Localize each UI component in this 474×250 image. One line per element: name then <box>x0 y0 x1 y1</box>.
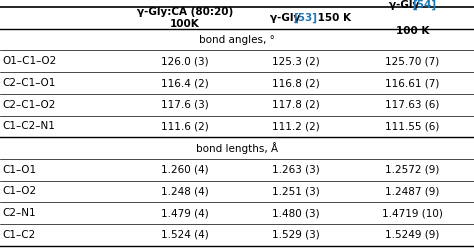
Text: 100 K: 100 K <box>396 26 429 36</box>
Text: 150 K: 150 K <box>314 13 351 23</box>
Text: C2–C1–O2: C2–C1–O2 <box>2 100 56 110</box>
Text: bond lengths, Å: bond lengths, Å <box>196 142 278 154</box>
Text: 1.260 (4): 1.260 (4) <box>161 165 209 175</box>
Text: 1.251 (3): 1.251 (3) <box>273 186 320 196</box>
Text: 126.0 (3): 126.0 (3) <box>161 56 209 66</box>
Text: 117.63 (6): 117.63 (6) <box>385 100 439 110</box>
Text: C1–C2: C1–C2 <box>2 230 36 240</box>
Text: 111.55 (6): 111.55 (6) <box>385 122 439 132</box>
Text: 116.8 (2): 116.8 (2) <box>273 78 320 88</box>
Text: 1.248 (4): 1.248 (4) <box>161 186 209 196</box>
Text: 116.61 (7): 116.61 (7) <box>385 78 439 88</box>
Text: 1.5249 (9): 1.5249 (9) <box>385 230 439 240</box>
Text: 1.2572 (9): 1.2572 (9) <box>385 165 439 175</box>
Text: 1.4719 (10): 1.4719 (10) <box>382 208 443 218</box>
Text: C2–N1: C2–N1 <box>2 208 36 218</box>
Text: γ-Gly: γ-Gly <box>270 13 304 23</box>
Text: 1.524 (4): 1.524 (4) <box>161 230 209 240</box>
Text: 125.70 (7): 125.70 (7) <box>385 56 439 66</box>
Text: 117.6 (3): 117.6 (3) <box>161 100 209 110</box>
Text: 116.4 (2): 116.4 (2) <box>161 78 209 88</box>
Text: 125.3 (2): 125.3 (2) <box>273 56 320 66</box>
Text: [53]: [53] <box>293 13 317 23</box>
Text: C2–C1–O1: C2–C1–O1 <box>2 78 56 88</box>
Text: 111.2 (2): 111.2 (2) <box>273 122 320 132</box>
Text: O1–C1–O2: O1–C1–O2 <box>2 56 56 66</box>
Text: [54]: [54] <box>412 0 437 10</box>
Text: 1.263 (3): 1.263 (3) <box>273 165 320 175</box>
Text: 1.479 (4): 1.479 (4) <box>161 208 209 218</box>
Text: C1–O2: C1–O2 <box>2 186 36 196</box>
Text: 111.6 (2): 111.6 (2) <box>161 122 209 132</box>
Text: γ-Gly:CA (80:20)
100K: γ-Gly:CA (80:20) 100K <box>137 7 233 29</box>
Text: C1–O1: C1–O1 <box>2 165 36 175</box>
Text: C1–C2–N1: C1–C2–N1 <box>2 122 55 132</box>
Text: γ-Gly: γ-Gly <box>389 0 422 10</box>
Text: 1.529 (3): 1.529 (3) <box>273 230 320 240</box>
Text: 1.2487 (9): 1.2487 (9) <box>385 186 439 196</box>
Text: 117.8 (2): 117.8 (2) <box>273 100 320 110</box>
Text: bond angles, °: bond angles, ° <box>199 35 275 45</box>
Text: 1.480 (3): 1.480 (3) <box>273 208 320 218</box>
